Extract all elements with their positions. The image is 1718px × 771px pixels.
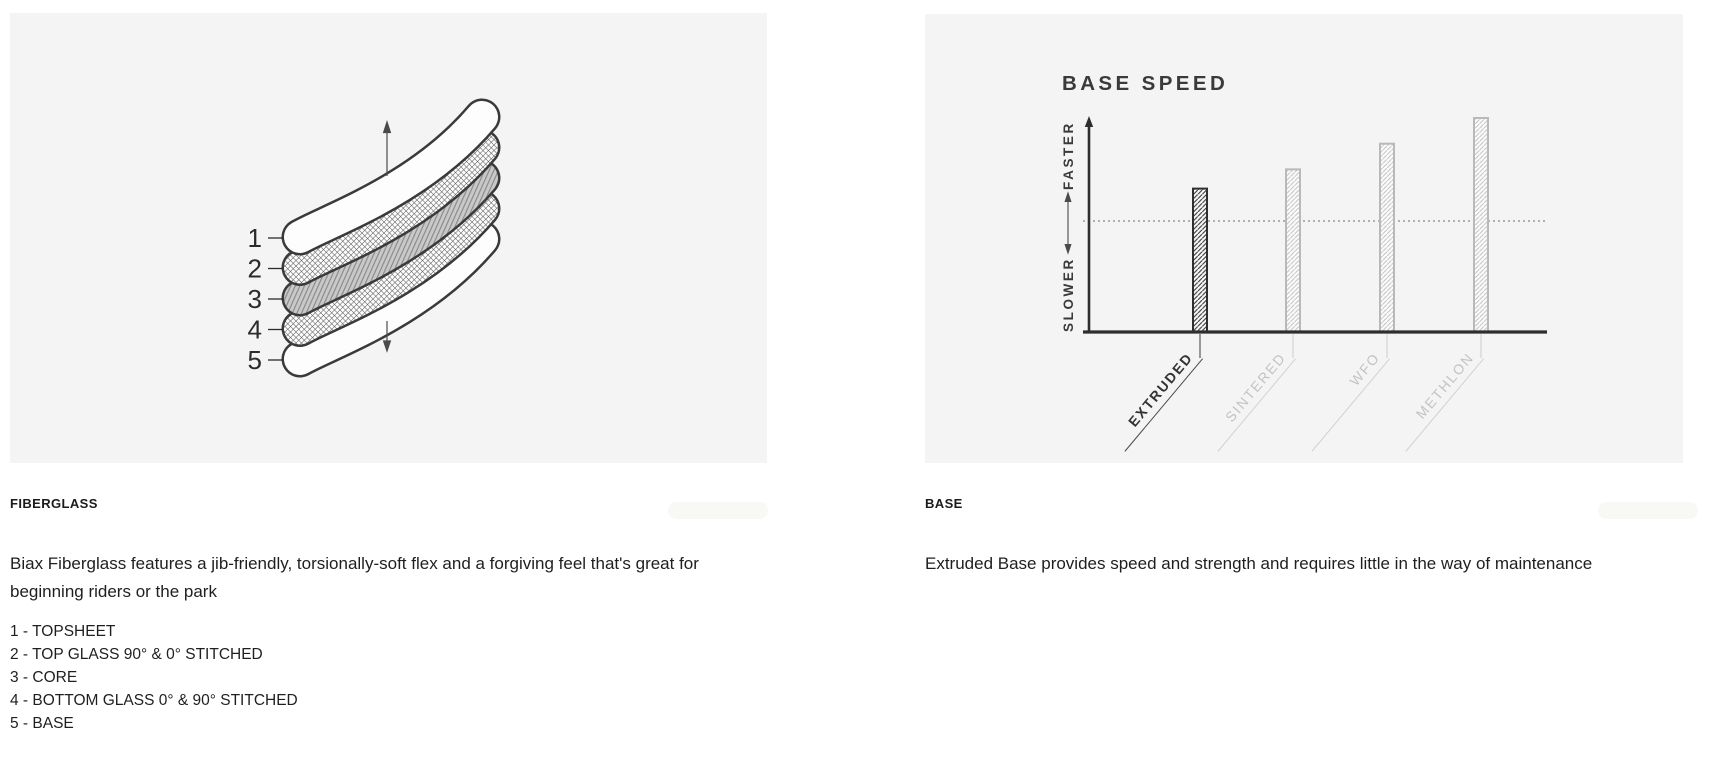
fiberglass-description: Biax Fiberglass features a jib-friendly,… (10, 554, 699, 601)
bar-sintered (1285, 168, 1301, 333)
layer-numbers: 1 2 3 4 5 (248, 223, 262, 375)
layer-number-2: 2 (248, 254, 262, 284)
layer-number-3: 3 (248, 284, 262, 314)
y-axis-arrowhead-icon (1084, 116, 1094, 127)
base-description: Extruded Base provides speed and strengt… (925, 554, 1593, 573)
layer-1-topsheet-shape (281, 98, 501, 256)
chart-title: BASE SPEED (1062, 72, 1228, 95)
layer-list-item: 4 - BOTTOM GLASS 0° & 90° STITCHED (10, 692, 298, 709)
base-heading: BASE (925, 496, 963, 511)
placeholder-shimmer (668, 502, 768, 519)
bar-extruded (1192, 187, 1208, 333)
bar-methlon (1473, 117, 1489, 333)
layer-list-item: 3 - CORE (10, 669, 78, 686)
up-arrow-icon (382, 120, 392, 176)
layer-4-bottom-glass-shape (281, 190, 501, 347)
ylabel-faster: FASTER (1061, 121, 1076, 190)
layer-number-4: 4 (248, 315, 262, 345)
layer-number-5: 5 (248, 345, 262, 375)
bars-group (1192, 117, 1489, 358)
layer-list-item: 1 - TOPSHEET (10, 623, 116, 640)
layer-list-item: 5 - BASE (10, 715, 74, 732)
layer-5-base-shape (281, 220, 501, 378)
layer-number-1: 1 (248, 223, 262, 253)
base-speed-chart: BASE SPEED FASTER SLOWER (1061, 72, 1547, 358)
down-arrow-icon (382, 321, 392, 353)
double-arrow-icon (1064, 191, 1072, 255)
layer-3-core-shape (281, 159, 501, 317)
base-speed-chart-panel: BASE SPEED FASTER SLOWER EXTRUDED SINTERE… (925, 14, 1683, 463)
layer-2-top-glass-shape (281, 129, 501, 286)
layer-list: 1 - TOPSHEET 2 - TOP GLASS 90° & 0° STIT… (10, 620, 298, 735)
layer-callout-ticks (268, 237, 283, 361)
placeholder-shimmer (1598, 502, 1698, 519)
fiberglass-heading: FIBERGLASS (10, 496, 98, 511)
snowboard-layers-diagram: 1 2 3 4 5 (248, 98, 501, 378)
layer-list-item: 2 - TOP GLASS 90° & 0° STITCHED (10, 646, 263, 663)
bar-wfo (1379, 142, 1395, 333)
ylabel-slower: SLOWER (1061, 257, 1076, 332)
fiberglass-diagram-panel: 1 2 3 4 5 (10, 13, 767, 463)
